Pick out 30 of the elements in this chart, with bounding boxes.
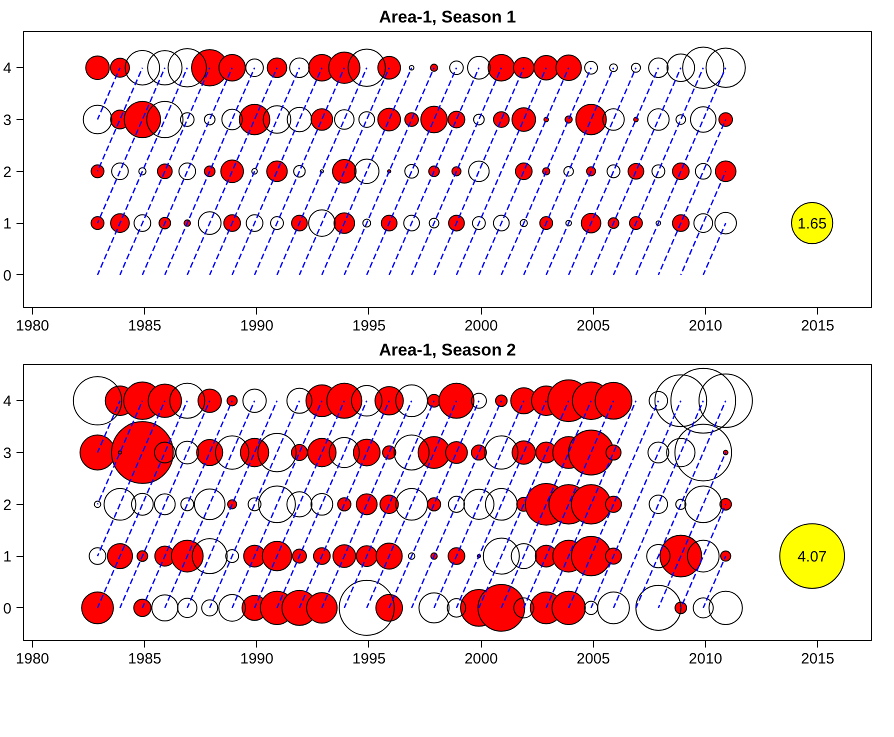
x-tick-label: 2005: [576, 318, 610, 334]
y-tick-label: 3: [3, 445, 12, 462]
x-tick-label: 2010: [688, 318, 722, 334]
y-tick-label: 1: [3, 548, 12, 566]
x-tick-label: 1995: [352, 318, 386, 334]
y-tick-label: 2: [3, 164, 12, 181]
chart-title: Area-1, Season 1: [378, 8, 516, 26]
x-tick-label: 1990: [240, 318, 274, 334]
y-tick-label: 0: [3, 267, 12, 284]
x-tick-label: 2005: [576, 650, 610, 668]
x-tick-label: 1980: [16, 650, 50, 668]
chart-title: Area-1, Season 2: [378, 340, 516, 360]
x-tick-label: 2015: [800, 650, 834, 668]
x-tick-label: 1985: [128, 318, 162, 334]
x-tick-label: 1990: [240, 650, 274, 668]
x-tick-label: 1995: [352, 650, 386, 668]
x-tick-label: 2000: [464, 318, 498, 334]
y-tick-label: 1: [3, 216, 12, 233]
legend-label: 4.07: [798, 548, 827, 566]
y-tick-label: 0: [3, 600, 12, 618]
x-tick-label: 2010: [688, 650, 722, 668]
y-tick-label: 4: [3, 393, 12, 410]
x-tick-label: 1980: [16, 318, 50, 334]
x-tick-label: 2015: [800, 318, 834, 334]
y-tick-label: 2: [3, 496, 12, 514]
legend-label: 1.65: [798, 216, 827, 233]
y-tick-label: 3: [3, 112, 12, 130]
y-tick-label: 4: [3, 60, 12, 78]
x-tick-label: 2000: [464, 650, 498, 668]
x-tick-label: 1985: [128, 650, 162, 668]
